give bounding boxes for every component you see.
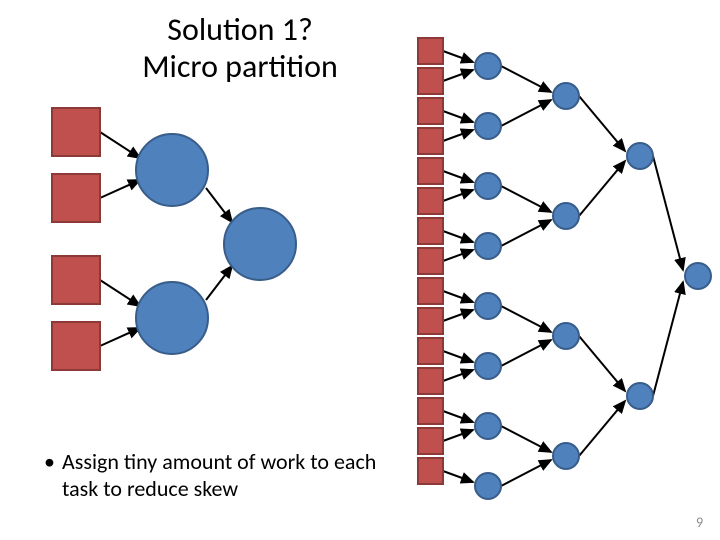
diagram-canvas — [0, 0, 720, 540]
